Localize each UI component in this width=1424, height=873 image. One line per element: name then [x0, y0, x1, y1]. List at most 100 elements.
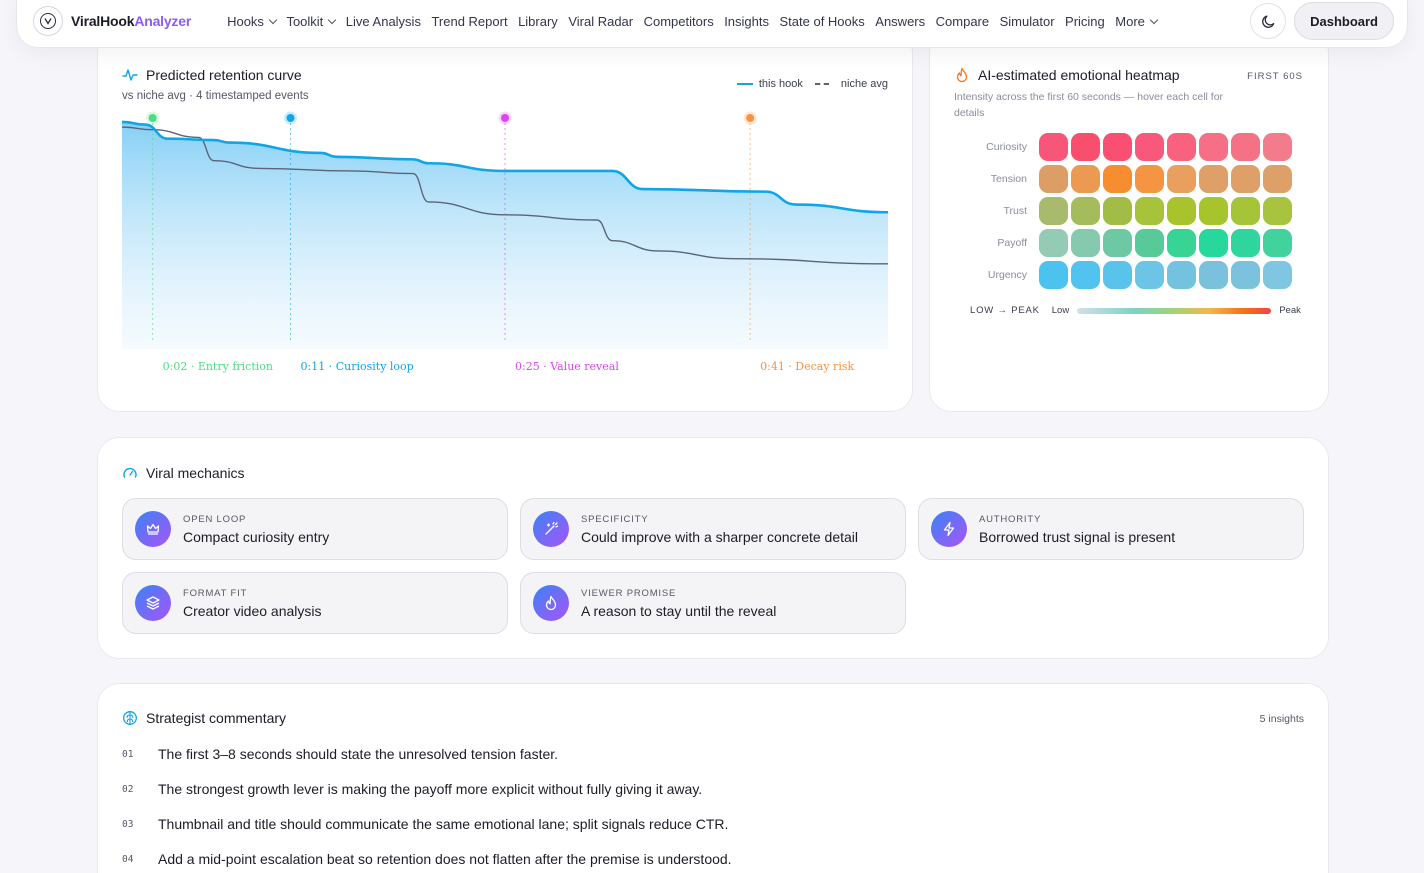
nav-link-label: Live Analysis — [345, 13, 421, 29]
event-marker-dot[interactable] — [148, 114, 157, 122]
theme-toggle-button[interactable] — [1250, 3, 1287, 39]
nav-link-pricing[interactable]: Pricing — [1065, 14, 1105, 29]
heatmap-cell[interactable] — [1071, 197, 1100, 225]
heatmap-cell[interactable] — [1263, 165, 1292, 193]
commentary-card-title: Strategist commentary — [122, 710, 286, 726]
event-label: 0:02 · Entry friction — [163, 360, 273, 373]
heatmap-badge: FIRST 60S — [1247, 71, 1303, 82]
mechanic-card-viewer-promise[interactable]: VIEWER PROMISE A reason to stay until the… — [520, 572, 906, 634]
mechanic-tag: SPECIFICITY — [581, 513, 649, 525]
magic-wand-icon — [533, 511, 569, 547]
legend-swatch-hook — [736, 83, 753, 85]
mechanic-card-specificity[interactable]: SPECIFICITY Could improve with a sharper … — [520, 498, 906, 560]
mechanic-card-open-loop[interactable]: OPEN LOOP Compact curiosity entry — [122, 498, 508, 560]
heatmap-cell[interactable] — [1039, 229, 1068, 257]
insight-item: 02 The strongest growth lever is making t… — [122, 781, 702, 797]
heatmap-cell[interactable] — [1167, 165, 1196, 193]
event-marker-dot[interactable] — [501, 114, 509, 122]
mechanic-tag: VIEWER PROMISE — [581, 587, 677, 599]
legend-label-niche: niche avg — [840, 78, 888, 90]
heatmap-cell[interactable] — [1103, 229, 1132, 257]
logo-icon[interactable] — [33, 6, 63, 36]
heatmap-cell[interactable] — [1167, 133, 1196, 161]
nav-link-label: Library — [518, 13, 558, 29]
insight-number: 01 — [122, 748, 134, 760]
heatmap-cell[interactable] — [1263, 197, 1292, 225]
event-marker-dot[interactable] — [746, 114, 755, 122]
heatmap-cell[interactable] — [1135, 229, 1164, 257]
heatmap-cell[interactable] — [1167, 261, 1196, 289]
heatmap-cell[interactable] — [1103, 165, 1132, 193]
heatmap-cell[interactable] — [1199, 197, 1228, 225]
brand-main: ViralHook — [71, 13, 135, 29]
heatmap-cell[interactable] — [1071, 133, 1100, 161]
heatmap-cell[interactable] — [1167, 229, 1196, 257]
nav-link-insights[interactable]: Insights — [724, 14, 769, 29]
scale-caption: LOW → PEAK — [970, 305, 1040, 316]
nav-link-more[interactable]: More — [1115, 13, 1159, 29]
heatmap-cell[interactable] — [1135, 261, 1164, 289]
heatmap-cell[interactable] — [1231, 133, 1260, 161]
heatmap-cell[interactable] — [1167, 197, 1196, 225]
heatmap-cell[interactable] — [1039, 133, 1068, 161]
nav-link-toolkit[interactable]: Toolkit — [286, 14, 337, 29]
nav-link-simulator[interactable]: Simulator — [1000, 14, 1055, 29]
heatmap-cell[interactable] — [1071, 165, 1100, 193]
niche-avg-line — [121, 126, 889, 265]
event-marker-dot[interactable] — [286, 114, 295, 122]
mechanic-card-authority[interactable]: AUTHORITY Borrowed trust signal is presen… — [918, 498, 1304, 560]
heatmap-cell[interactable] — [1103, 197, 1132, 225]
brain-icon — [122, 710, 138, 726]
heatmap-cell[interactable] — [1071, 261, 1100, 289]
heatmap-cell[interactable] — [1231, 165, 1260, 193]
strategist-commentary-card: Strategist commentary 5 insights 01 The f… — [97, 683, 1329, 873]
heatmap-cell[interactable] — [1103, 133, 1132, 161]
nav-link-viral-radar[interactable]: Viral Radar — [568, 14, 633, 29]
nav-link-label: Trend Report — [431, 13, 508, 29]
heatmap-row-trust: Trust — [954, 195, 1295, 227]
hook-area-fill — [122, 121, 888, 350]
heatmap-cell[interactable] — [1263, 133, 1292, 161]
heatmap-cell[interactable] — [1199, 133, 1228, 161]
heatmap-cell[interactable] — [1135, 197, 1164, 225]
mechanic-value: Creator video analysis — [183, 602, 322, 619]
nav-link-live-analysis[interactable]: Live Analysis — [346, 14, 421, 29]
heatmap-cell[interactable] — [1071, 229, 1100, 257]
heatmap-cell[interactable] — [1039, 165, 1068, 193]
heatmap-cell[interactable] — [1039, 261, 1068, 289]
heatmap-row-label: Urgency — [987, 269, 1027, 281]
heatmap-cell[interactable] — [1199, 165, 1228, 193]
nav-link-competitors[interactable]: Competitors — [644, 14, 714, 29]
heatmap-description: Intensity across the first 60 seconds — … — [954, 91, 1224, 119]
nav-link-label: Insights — [724, 13, 769, 29]
chevron-down-icon — [268, 15, 278, 24]
heatmap-cell[interactable] — [1231, 261, 1260, 289]
heatmap-cell[interactable] — [1135, 165, 1164, 193]
insights-count: 5 insights — [1259, 713, 1304, 725]
heatmap-cell[interactable] — [1231, 197, 1260, 225]
insight-item: 01 The first 3–8 seconds should state the… — [122, 746, 558, 762]
nav-link-label: More — [1115, 13, 1145, 29]
insight-text: Thumbnail and title should communicate t… — [158, 816, 729, 832]
heatmap-cell[interactable] — [1199, 261, 1228, 289]
mechanic-tag: OPEN LOOP — [183, 513, 247, 525]
brand-name[interactable]: ViralHookAnalyzer — [71, 13, 191, 29]
heatmap-cell[interactable] — [1231, 229, 1260, 257]
insight-number: 04 — [122, 853, 134, 865]
dashboard-button[interactable]: Dashboard — [1294, 2, 1394, 40]
nav-link-hooks[interactable]: Hooks — [227, 14, 278, 29]
heatmap-cell[interactable] — [1135, 133, 1164, 161]
nav-link-compare[interactable]: Compare — [936, 14, 989, 29]
heatmap-cell[interactable] — [1103, 261, 1132, 289]
heatmap-cell[interactable] — [1039, 197, 1068, 225]
heatmap-cell[interactable] — [1263, 229, 1292, 257]
legend-swatch-niche — [814, 83, 829, 85]
nav-link-state-of-hooks[interactable]: State of Hooks — [780, 14, 865, 29]
scale-gradient-bar — [1077, 307, 1272, 314]
nav-link-library[interactable]: Library — [518, 14, 558, 29]
nav-link-trend-report[interactable]: Trend Report — [431, 14, 507, 29]
heatmap-cell[interactable] — [1199, 229, 1228, 257]
mechanic-card-format-fit[interactable]: FORMAT FIT Creator video analysis — [122, 572, 508, 634]
heatmap-cell[interactable] — [1263, 261, 1292, 289]
nav-link-answers[interactable]: Answers — [875, 14, 925, 29]
